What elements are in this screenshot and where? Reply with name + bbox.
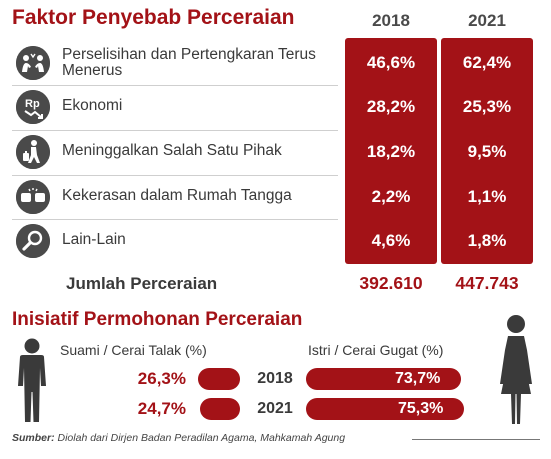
husband-bar	[200, 398, 240, 420]
year-label: 2018	[257, 370, 293, 387]
year-header-2021: 2021	[468, 11, 506, 30]
wife-bar	[306, 398, 464, 420]
svg-text:Rp: Rp	[25, 98, 40, 110]
wife-series-label: Istri / Cerai Gugat (%)	[308, 342, 444, 358]
husband-value-label: 26,3%	[137, 369, 186, 388]
total-value-2018: 392.610	[359, 273, 423, 293]
row-divider	[12, 130, 338, 131]
husband-bar	[198, 368, 240, 390]
page-title: Faktor Penyebab Perceraian	[12, 6, 295, 29]
factor-label: Meninggalkan Salah Satu Pihak	[62, 142, 282, 159]
factor-label: Ekonomi	[62, 97, 123, 114]
factor-value-2018: 4,6%	[371, 231, 411, 250]
factor-value-2018: 46,6%	[366, 53, 416, 72]
factor-label: Lain-Lain	[62, 231, 126, 248]
column-panel-2021	[441, 38, 533, 264]
husband-series-label: Suami / Cerai Talak (%)	[60, 342, 207, 358]
factor-value-2021: 9,5%	[467, 142, 507, 161]
money-rp-down-icon: Rp	[16, 90, 50, 124]
wife-bar	[306, 368, 461, 390]
factor-value-2018: 2,2%	[371, 187, 411, 206]
person-leaving-suitcase-icon	[16, 135, 50, 169]
factor-value-2021: 25,3%	[462, 97, 512, 116]
source-note: Sumber: Diolah dari Dirjen Badan Peradil…	[12, 432, 345, 444]
fist-punch-icon	[16, 180, 50, 214]
row-divider	[12, 85, 338, 86]
section-title: Inisiatif Permohonan Perceraian	[12, 309, 303, 330]
total-label: Jumlah Perceraian	[66, 274, 218, 293]
factor-label: Kekerasan dalam Rumah Tangga	[62, 187, 292, 204]
woman-silhouette-icon	[494, 314, 538, 426]
row-divider	[12, 219, 338, 220]
factor-label: Perselisihan dan Pertengkaran Terus Mene…	[62, 46, 316, 79]
year-label: 2021	[257, 400, 293, 417]
total-value-2021: 447.743	[455, 273, 519, 293]
row-divider	[12, 175, 338, 176]
source-text: Diolah dari Dirjen Badan Peradilan Agama…	[57, 432, 346, 444]
arguing-people-icon	[16, 46, 50, 80]
source-label: Sumber:	[12, 432, 55, 444]
factor-value-2018: 28,2%	[366, 97, 416, 116]
column-panel-2018	[345, 38, 437, 264]
man-silhouette-icon	[14, 338, 50, 424]
factor-value-2021: 62,4%	[462, 53, 512, 72]
factor-value-2021: 1,1%	[467, 187, 507, 206]
source-divider	[412, 439, 540, 440]
year-header-2018: 2018	[372, 11, 410, 30]
factor-value-2018: 18,2%	[366, 142, 416, 161]
magnifier-icon	[16, 224, 50, 258]
wife-value-label: 73,7%	[395, 370, 441, 387]
wife-value-label: 75,3%	[398, 400, 444, 417]
factor-value-2021: 1,8%	[467, 231, 507, 250]
husband-value-label: 24,7%	[137, 399, 186, 418]
